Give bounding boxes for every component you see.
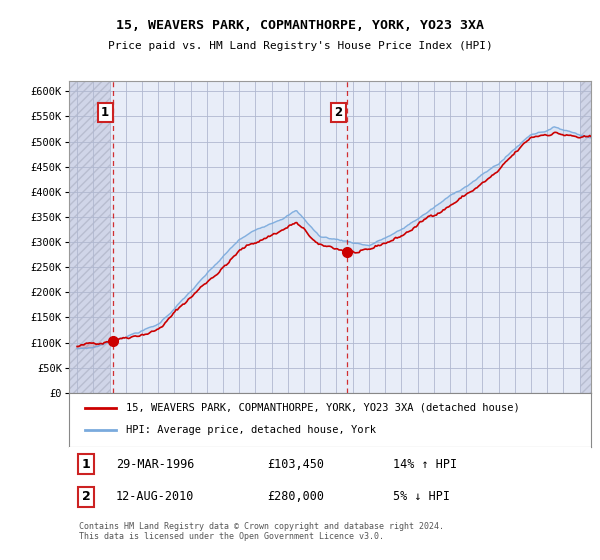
Text: Contains HM Land Registry data © Crown copyright and database right 2024.
This d: Contains HM Land Registry data © Crown c…: [79, 521, 445, 541]
Text: 12-AUG-2010: 12-AUG-2010: [116, 491, 194, 503]
Text: 2: 2: [334, 106, 343, 119]
Text: 29-MAR-1996: 29-MAR-1996: [116, 458, 194, 470]
Bar: [580, 81, 591, 393]
Text: 14% ↑ HPI: 14% ↑ HPI: [392, 458, 457, 470]
Text: 1: 1: [82, 458, 91, 470]
Text: Price paid vs. HM Land Registry's House Price Index (HPI): Price paid vs. HM Land Registry's House …: [107, 41, 493, 51]
Text: 15, WEAVERS PARK, COPMANTHORPE, YORK, YO23 3XA (detached house): 15, WEAVERS PARK, COPMANTHORPE, YORK, YO…: [127, 403, 520, 413]
Text: 15, WEAVERS PARK, COPMANTHORPE, YORK, YO23 3XA: 15, WEAVERS PARK, COPMANTHORPE, YORK, YO…: [116, 18, 484, 32]
Text: £280,000: £280,000: [268, 491, 325, 503]
Text: HPI: Average price, detached house, York: HPI: Average price, detached house, York: [127, 426, 376, 436]
Text: 5% ↓ HPI: 5% ↓ HPI: [392, 491, 449, 503]
Bar: [69, 81, 110, 393]
Text: 1: 1: [101, 106, 109, 119]
Text: 2: 2: [82, 491, 91, 503]
Text: £103,450: £103,450: [268, 458, 325, 470]
